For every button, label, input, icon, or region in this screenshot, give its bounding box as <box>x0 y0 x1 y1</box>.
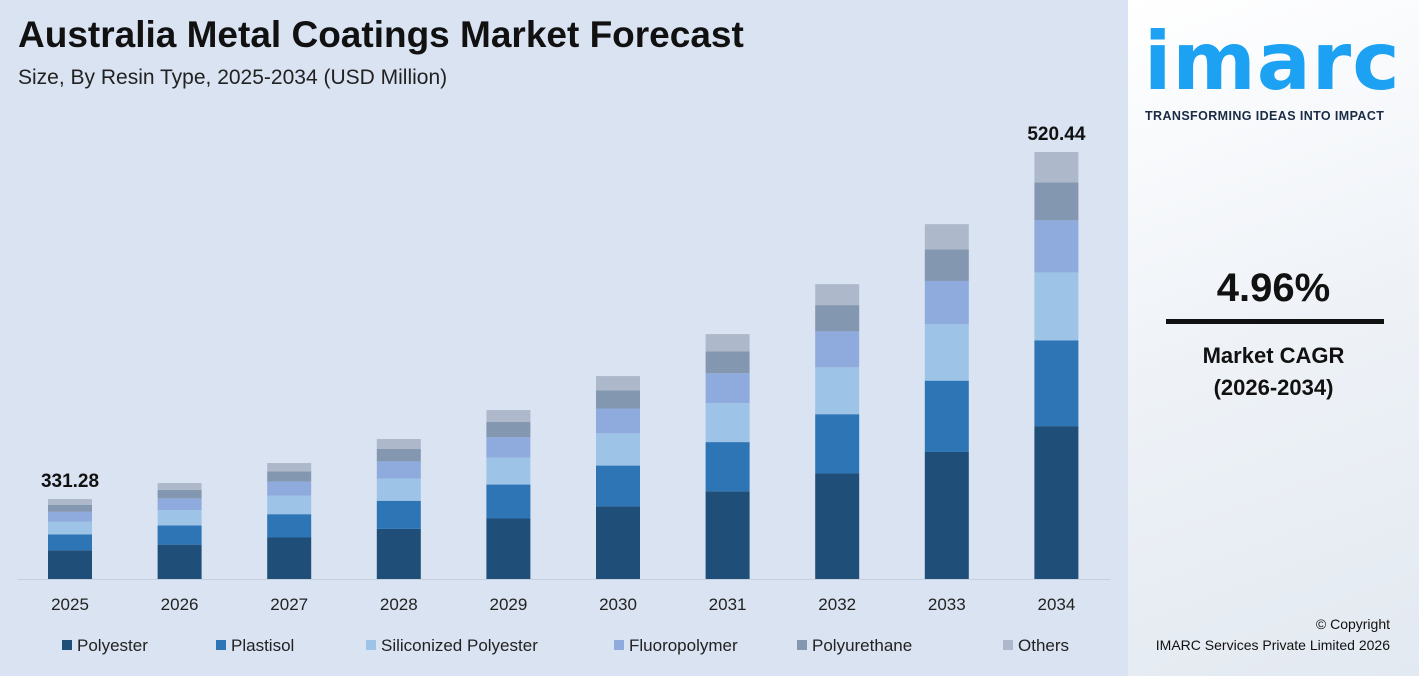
bar-segment-polyester-2027 <box>267 537 312 579</box>
bar-segment-plastisol-2025 <box>48 534 92 551</box>
brand-tagline: TRANSFORMING IDEAS INTO IMPACT <box>1145 109 1385 123</box>
bar-segment-others-2033 <box>924 224 969 250</box>
x-tick-label: 2033 <box>928 595 966 614</box>
bar-segment-siliconized-polyester-2025 <box>48 521 92 535</box>
copyright: © Copyright IMARC Services Private Limit… <box>1128 614 1390 656</box>
bar-segment-siliconized-polyester-2028 <box>376 478 421 501</box>
bar-segment-others-2030 <box>596 376 640 391</box>
bar-segment-polyurethane-2030 <box>596 390 640 409</box>
bar-segment-others-2026 <box>157 483 202 490</box>
bar-segment-plastisol-2029 <box>486 484 531 519</box>
bar-segment-fluoropolymer-2032 <box>815 331 860 368</box>
bar-segment-siliconized-polyester-2034 <box>1034 272 1079 341</box>
cagr-value: 4.96% <box>1216 266 1331 310</box>
cagr-label: Market CAGR (2026-2034) <box>1128 340 1419 404</box>
legend-item-polyurethane: Polyurethane <box>812 636 912 655</box>
bar-segment-polyurethane-2025 <box>48 504 92 512</box>
bar-segment-siliconized-polyester-2031 <box>705 403 750 443</box>
cagr-label-line1: Market CAGR <box>1202 343 1345 368</box>
bar-segment-polyester-2029 <box>486 518 531 579</box>
bar-segment-others-2029 <box>486 410 531 423</box>
bar-segment-polyurethane-2034 <box>1034 182 1079 221</box>
bar-segment-plastisol-2028 <box>376 500 421 529</box>
data-label-2025: 331.28 <box>41 471 99 492</box>
bar-segment-others-2028 <box>376 439 421 449</box>
bar-segment-polyester-2025 <box>48 550 92 579</box>
bar-segment-fluoropolymer-2030 <box>596 408 640 434</box>
bar-segment-fluoropolymer-2026 <box>157 498 202 511</box>
bar-segment-polyurethane-2031 <box>705 351 750 374</box>
legend-swatch <box>216 640 226 650</box>
legend-item-polyester: Polyester <box>77 636 148 655</box>
bar-segment-plastisol-2033 <box>924 380 969 452</box>
bar-segment-plastisol-2032 <box>815 414 860 474</box>
bar-segment-plastisol-2026 <box>157 525 202 545</box>
legend-item-siliconized-polyester: Siliconized Polyester <box>381 636 538 655</box>
divider <box>1166 319 1384 324</box>
bar-segment-fluoropolymer-2031 <box>705 373 750 404</box>
bar-segment-polyester-2034 <box>1034 426 1079 579</box>
info-panel: imarc TRANSFORMING IDEAS INTO IMPACT 4.9… <box>1128 0 1419 676</box>
bar-segment-polyurethane-2027 <box>267 471 312 482</box>
bar-segment-plastisol-2034 <box>1034 340 1079 427</box>
x-tick-label: 2028 <box>380 595 418 614</box>
bar-segment-polyurethane-2028 <box>376 448 421 462</box>
bar-segment-polyurethane-2033 <box>924 249 969 281</box>
x-tick-label: 2031 <box>709 595 747 614</box>
bar-segment-plastisol-2030 <box>596 465 640 507</box>
bar-segment-polyester-2030 <box>596 506 640 579</box>
x-tick-label: 2027 <box>270 595 308 614</box>
x-tick-label: 2029 <box>489 595 527 614</box>
bar-segment-polyester-2031 <box>705 491 750 579</box>
bar-segment-fluoropolymer-2034 <box>1034 220 1079 273</box>
bar-segment-polyester-2033 <box>924 451 969 579</box>
bar-segment-siliconized-polyester-2030 <box>596 433 640 466</box>
bar-segment-plastisol-2027 <box>267 514 312 538</box>
bar-segment-polyester-2028 <box>376 528 421 579</box>
bar-segment-polyurethane-2029 <box>486 422 531 438</box>
legend-swatch <box>614 640 624 650</box>
bar-segment-fluoropolymer-2028 <box>376 461 421 479</box>
bar-segment-polyurethane-2032 <box>815 305 860 332</box>
bar-segment-others-2027 <box>267 463 312 472</box>
bar-segment-fluoropolymer-2033 <box>924 280 969 325</box>
copyright-line2: IMARC Services Private Limited 2026 <box>1155 637 1390 653</box>
legend-swatch <box>1003 640 1013 650</box>
legend-item-plastisol: Plastisol <box>231 636 294 655</box>
x-tick-label: 2034 <box>1037 595 1075 614</box>
x-tick-label: 2026 <box>161 595 199 614</box>
bar-segment-polyester-2032 <box>815 473 860 579</box>
legend-swatch <box>366 640 376 650</box>
chart-panel: Australia Metal Coatings Market Forecast… <box>18 14 1110 655</box>
copyright-line1: © Copyright <box>1315 616 1390 632</box>
bar-segment-polyester-2026 <box>157 544 202 579</box>
bar-segment-polyurethane-2026 <box>157 489 202 499</box>
bar-segment-fluoropolymer-2027 <box>267 481 312 496</box>
bar-segment-siliconized-polyester-2026 <box>157 510 202 526</box>
bar-segment-fluoropolymer-2029 <box>486 437 531 458</box>
imarc-logo: imarc <box>1144 15 1401 108</box>
bar-segment-siliconized-polyester-2029 <box>486 457 531 485</box>
bar-segment-others-2025 <box>48 499 92 505</box>
chart-subtitle: Size, By Resin Type, 2025-2034 (USD Mill… <box>18 66 448 89</box>
cagr-label-period: (2026-2034) <box>1213 375 1334 400</box>
bar-segment-others-2032 <box>815 284 860 306</box>
chart-title: Australia Metal Coatings Market Forecast <box>18 14 744 55</box>
legend-item-others: Others <box>1018 636 1069 655</box>
x-tick-label: 2025 <box>51 595 89 614</box>
legend-swatch <box>797 640 807 650</box>
bar-segment-fluoropolymer-2025 <box>48 511 92 522</box>
bar-segment-others-2031 <box>705 334 750 352</box>
bar-segment-plastisol-2031 <box>705 442 750 492</box>
bar-segment-siliconized-polyester-2032 <box>815 367 860 415</box>
stacked-bar-chart: 2025 331.28 2026 2027 2028 2029 2030 2031 2032 20… <box>18 124 1110 655</box>
legend-item-fluoropolymer: Fluoropolymer <box>629 636 738 655</box>
data-label-2034: 520.44 <box>1027 124 1086 145</box>
legend-swatch <box>62 640 72 650</box>
bar-segment-siliconized-polyester-2027 <box>267 495 312 515</box>
bar-segment-siliconized-polyester-2033 <box>924 324 969 381</box>
x-tick-label: 2032 <box>818 595 856 614</box>
x-tick-label: 2030 <box>599 595 637 614</box>
bar-segment-others-2034 <box>1034 152 1079 183</box>
